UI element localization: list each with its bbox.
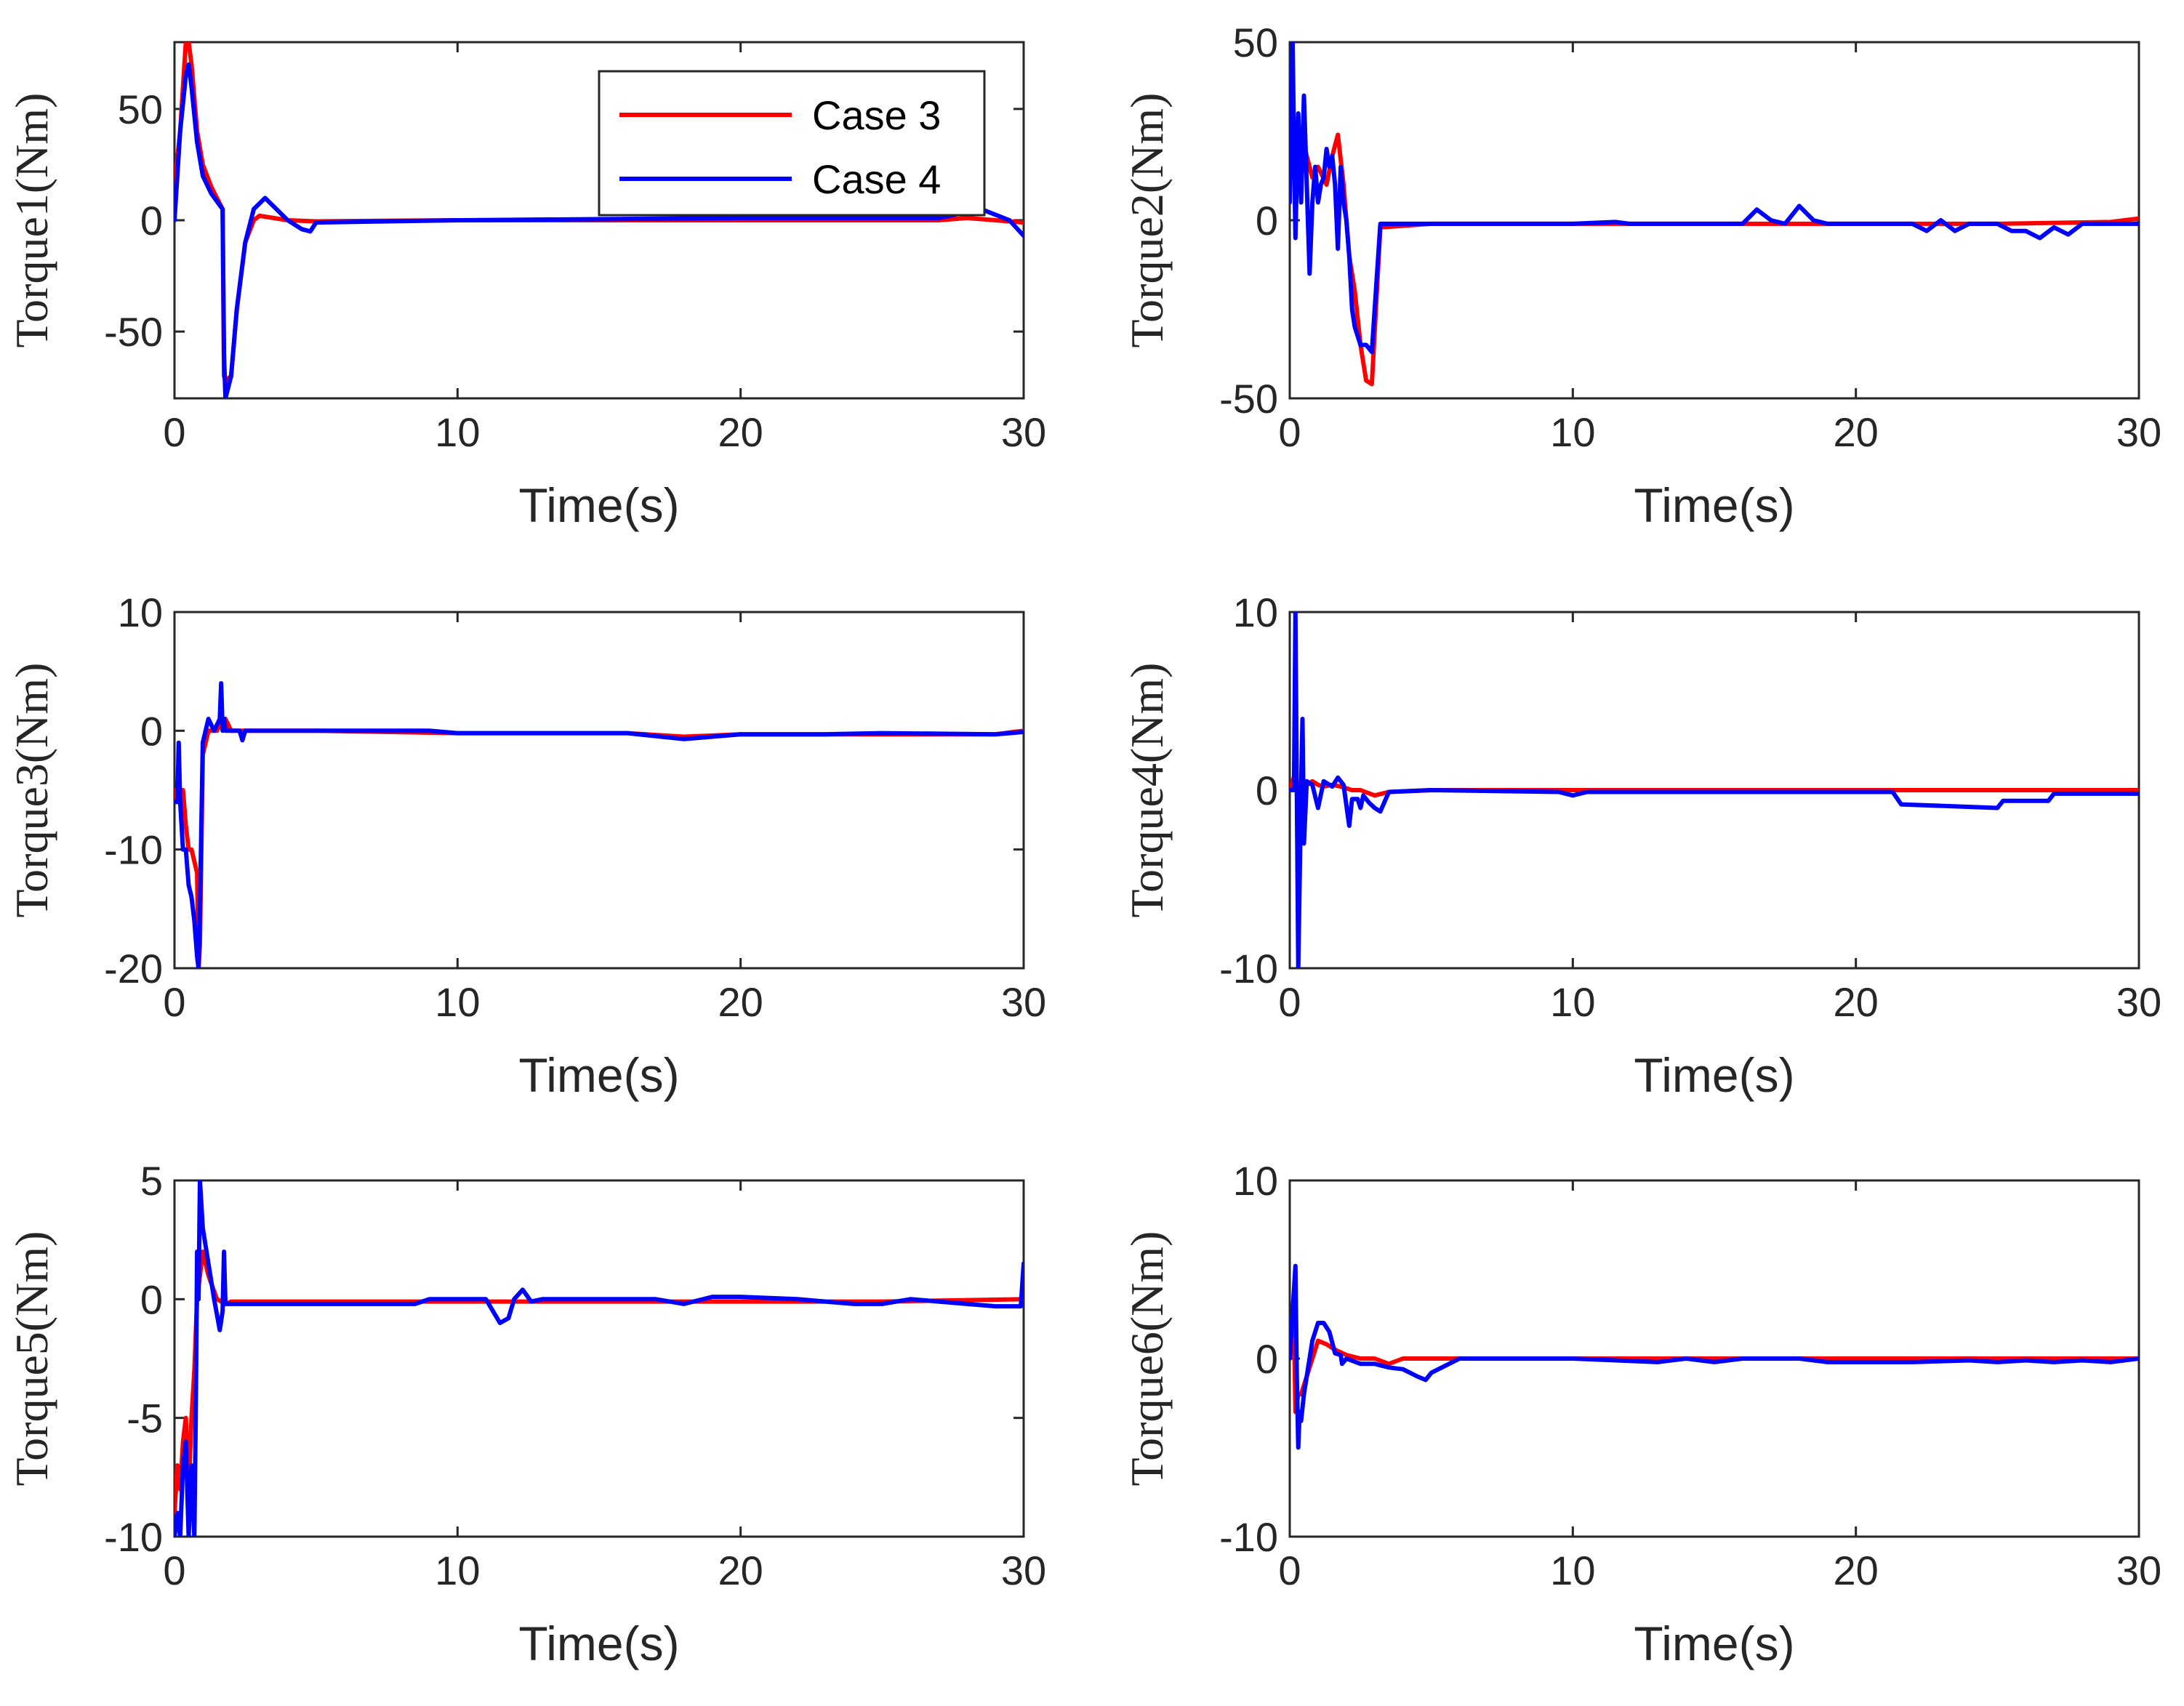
y-tick-label: -10: [104, 1514, 163, 1560]
x-tick-label: 0: [163, 1548, 185, 1593]
x-tick-label: 30: [2116, 1548, 2161, 1593]
legend-label: Case 4: [812, 156, 941, 202]
y-tick-label: 10: [1233, 1158, 1278, 1204]
x-tick-label: 20: [718, 1548, 763, 1593]
series-line-case-4: [174, 62, 1024, 398]
x-tick-label: 30: [2116, 409, 2161, 455]
x-tick-label: 10: [435, 979, 480, 1025]
x-tick-label: 30: [1001, 1548, 1046, 1593]
x-tick-label: 10: [1550, 1548, 1595, 1593]
y-tick-label: 10: [118, 590, 163, 635]
y-tick-label: -10: [1219, 946, 1278, 991]
subplot-5: 0 10 20 30 -10 -5 0 5 Time(s) Torque5(Nm): [6, 1158, 1046, 1670]
x-axis-title: Time(s): [518, 478, 679, 532]
x-tick-label: 0: [1278, 979, 1301, 1025]
axes-frame: [1288, 41, 2140, 400]
series-group: [174, 42, 1024, 398]
y-tick-label: 0: [1256, 1336, 1278, 1382]
x-tick-label: 0: [163, 979, 185, 1025]
y-tick-label: -5: [127, 1396, 163, 1441]
legend-box: [598, 70, 986, 217]
series-group: [1290, 612, 2139, 968]
x-axis-title: Time(s): [1634, 1048, 1794, 1102]
legend-label: Case 3: [812, 92, 941, 138]
axes-frame: [173, 611, 1025, 970]
y-tick-label: 0: [140, 708, 163, 754]
y-axis-title: Torque5(Nm): [6, 1231, 57, 1486]
x-tick-label: 30: [2116, 979, 2161, 1025]
y-tick-label: -10: [104, 827, 163, 873]
y-tick-label: -20: [104, 946, 163, 991]
y-tick-label: 0: [140, 198, 163, 244]
y-tick-label: 50: [118, 86, 163, 132]
y-tick-label: 0: [140, 1276, 163, 1322]
y-tick-label: 10: [1233, 590, 1278, 635]
series-group: [174, 1180, 1024, 1537]
y-tick-label: 50: [1233, 20, 1278, 65]
subplot-3: 0 10 20 30 -20 -10 0 10 Time(s) Torque3(Nm): [6, 590, 1046, 1102]
x-axis-title: Time(s): [1634, 478, 1794, 532]
series-group: [1290, 42, 2139, 387]
x-axis-title: Time(s): [518, 1048, 679, 1102]
x-tick-label: 20: [718, 979, 763, 1025]
x-tick-label: 10: [435, 1548, 480, 1593]
y-tick-label: -50: [104, 309, 163, 355]
series-line-case-4: [1290, 612, 2139, 968]
x-tick-label: 0: [163, 409, 185, 455]
axes-frame: [173, 1179, 1025, 1538]
series-line-case-4: [174, 681, 1024, 968]
series-line-case-3: [174, 1250, 1024, 1516]
x-tick-label: 10: [435, 409, 480, 455]
series-group: [174, 681, 1024, 968]
x-tick-label: 0: [1278, 409, 1301, 455]
legend: Case 3 Case 4: [598, 70, 986, 217]
y-tick-label: -50: [1219, 376, 1278, 422]
y-axis-title: Torque2(Nm): [1121, 93, 1173, 348]
y-tick-label: 0: [1256, 198, 1278, 244]
series-line-case-4: [1290, 42, 2139, 355]
x-tick-label: 20: [1834, 979, 1879, 1025]
x-tick-label: 30: [1001, 409, 1046, 455]
y-tick-label: 0: [1256, 768, 1278, 813]
x-tick-label: 20: [1834, 409, 1879, 455]
x-tick-label: 20: [1834, 1548, 1879, 1593]
y-axis-title: Torque4(Nm): [1121, 663, 1173, 918]
x-tick-label: 10: [1550, 979, 1595, 1025]
x-tick-label: 20: [718, 409, 763, 455]
series-group: [1290, 1263, 2139, 1450]
x-axis-title: Time(s): [1634, 1617, 1794, 1670]
x-tick-label: 0: [1278, 1548, 1301, 1593]
y-axis-title: Torque1(Nm): [6, 93, 57, 348]
y-tick-label: -10: [1219, 1514, 1278, 1560]
y-axis-title: Torque6(Nm): [1121, 1231, 1173, 1486]
x-tick-label: 30: [1001, 979, 1046, 1025]
y-axis-title: Torque3(Nm): [6, 663, 57, 918]
x-axis-title: Time(s): [518, 1617, 679, 1670]
x-tick-label: 10: [1550, 409, 1595, 455]
y-tick-label: 5: [140, 1158, 163, 1204]
series-line-case-4: [174, 1180, 1024, 1537]
series-line-case-4: [1290, 1263, 2139, 1450]
